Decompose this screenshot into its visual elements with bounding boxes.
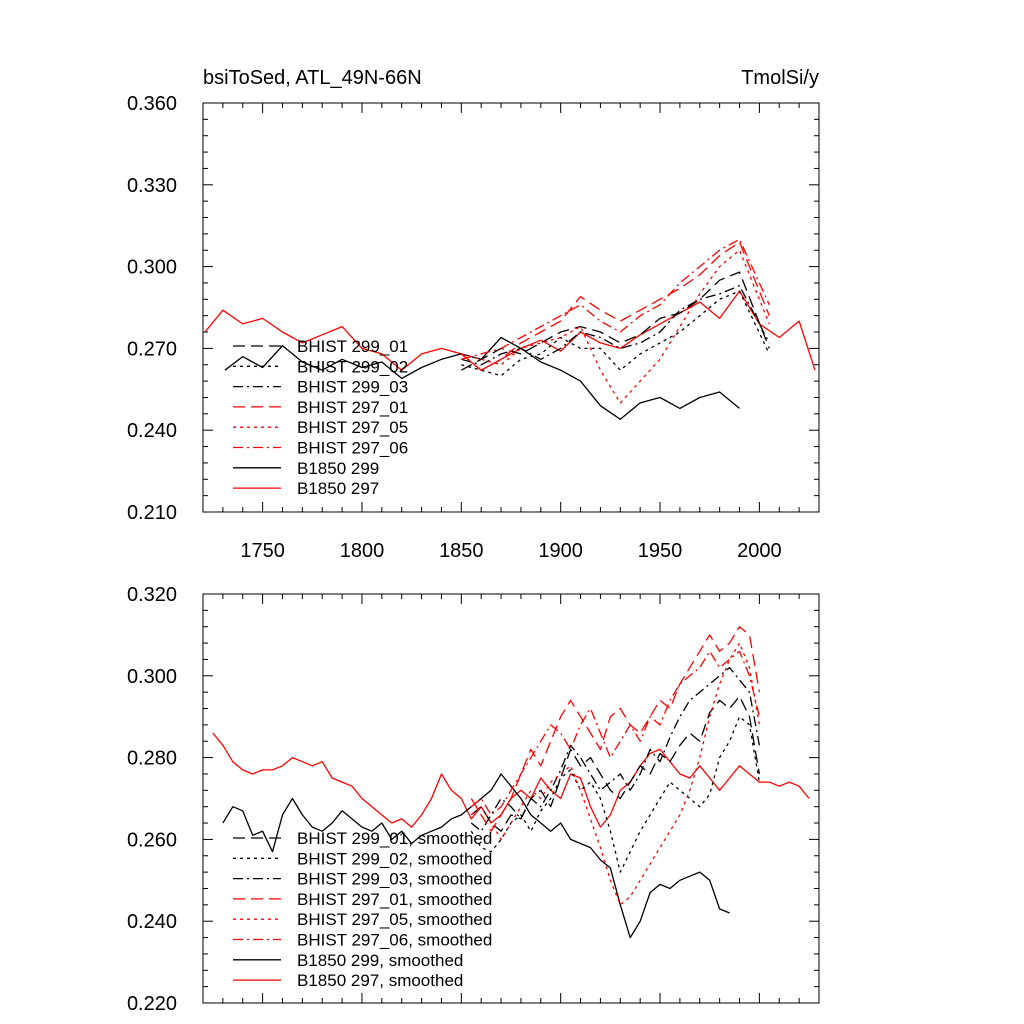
bottom-ytick-label: 0.280 — [127, 748, 177, 770]
bottom-plot-frame — [202, 593, 820, 1004]
top-legend-label-3: BHIST 297_01 — [297, 398, 408, 417]
top-legend-label-1: BHIST 299_02 — [297, 357, 408, 376]
top-series-line-4 — [461, 285, 770, 366]
bottom-legend-label-0: BHIST 299_01, smoothed — [297, 829, 492, 848]
bottom-ytick-label: 0.240 — [127, 911, 177, 933]
top-axes: 0.210 0.240 0.270 0.300 0.330 0.360 1750 1800 18… — [127, 93, 820, 562]
bottom-ytick-label: 0.260 — [127, 829, 177, 851]
bottom-series-line-5 — [470, 626, 761, 832]
bottom-series-lines — [212, 626, 810, 939]
top-legend-label-7: B1850 297 — [297, 479, 379, 498]
top-series-line-5 — [460, 241, 770, 371]
top-ytick-label: 0.360 — [127, 93, 177, 115]
top-legend-label-2: BHIST 299_03 — [297, 378, 408, 397]
bottom-panel: 0.220 0.240 0.260 0.280 0.300 0.320 BHIST 299… — [127, 584, 820, 1015]
bottom-ytick-label: 0.320 — [127, 584, 177, 606]
top-title-right: TmolSi/y — [741, 67, 819, 89]
top-series-line-7 — [461, 238, 770, 360]
bottom-series-line-4 — [470, 666, 761, 832]
top-legend-label-5: BHIST 297_06 — [297, 439, 408, 458]
top-series-lines — [204, 238, 816, 420]
bottom-series-line-7 — [470, 650, 761, 816]
bottom-ytick-label: 0.300 — [127, 666, 177, 688]
top-ytick-label: 0.210 — [127, 502, 177, 524]
bottom-ytick-label: 0.220 — [127, 993, 177, 1015]
bottom-series-line-6 — [470, 642, 761, 906]
top-plot-frame — [202, 102, 820, 513]
top-ytick-label: 0.270 — [127, 338, 177, 360]
top-ytick-label: 0.240 — [127, 420, 177, 442]
bottom-legend-label-4: BHIST 297_05, smoothed — [297, 910, 492, 929]
bottom-series-line-2 — [470, 695, 761, 832]
top-ytick-label: 0.300 — [127, 257, 177, 279]
top-xtick-label: 1950 — [638, 540, 683, 562]
top-title-left: bsiToSed, ATL_49N-66N — [203, 67, 422, 89]
bottom-legend-label-2: BHIST 299_03, smoothed — [297, 870, 492, 889]
bottom-legend-label-6: B1850 299, smoothed — [297, 951, 463, 970]
top-legend-label-4: BHIST 297_05 — [297, 418, 408, 437]
top-legend-label-6: B1850 299 — [297, 459, 379, 478]
top-legend-label-0: BHIST 299_01 — [297, 337, 408, 356]
top-xtick-label: 2000 — [737, 540, 782, 562]
bottom-legend-label-1: BHIST 299_02, smoothed — [297, 849, 492, 868]
top-series-line-3 — [461, 290, 770, 377]
top-series-line-0 — [204, 290, 816, 371]
bottom-series-line-0 — [212, 732, 810, 828]
top-series-line-6 — [461, 249, 770, 404]
top-ytick-label: 0.330 — [127, 175, 177, 197]
top-xtick-label: 1750 — [240, 540, 285, 562]
bottom-series-line-3 — [470, 716, 761, 873]
top-xtick-label: 1900 — [538, 540, 583, 562]
bottom-legend-label-5: BHIST 297_06, smoothed — [297, 931, 492, 950]
bottom-legend-label-7: B1850 297, smoothed — [297, 971, 463, 990]
bottom-legend-label-3: BHIST 297_01, smoothed — [297, 890, 492, 909]
bottom-axes: 0.220 0.240 0.260 0.280 0.300 0.320 — [127, 584, 820, 1015]
top-panel: bsiToSed, ATL_49N-66N TmolSi/y 0.210 0.24… — [127, 67, 820, 562]
top-xtick-label: 1850 — [439, 540, 484, 562]
top-xtick-label: 1800 — [340, 540, 385, 562]
